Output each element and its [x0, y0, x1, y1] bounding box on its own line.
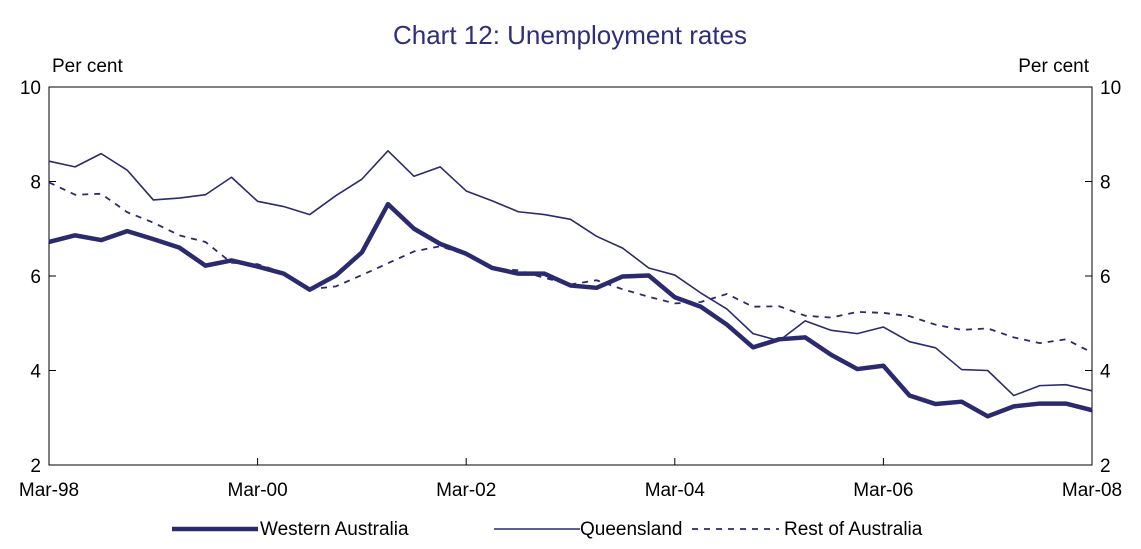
- x-axis: Mar-98 Mar-00 Mar-02 Mar-04 Mar-06 Mar-08: [19, 458, 1122, 501]
- series-line-western-australia: [48, 201, 1093, 419]
- series-lines: [48, 149, 1093, 419]
- y-axis-left: 2 4 6 8 10: [20, 78, 56, 477]
- y-axis-right: 2 4 6 8 10: [1085, 78, 1121, 477]
- x-tick-label: Mar-06: [853, 480, 913, 501]
- x-tick-label: Mar-02: [436, 480, 496, 501]
- plot-frame: [48, 86, 1093, 466]
- y-tick-label-right: 4: [1100, 362, 1111, 383]
- x-tick-label: Mar-04: [645, 480, 706, 501]
- legend: Western Australia Queensland Rest of Austr…: [172, 519, 923, 540]
- x-tick-label: Mar-08: [1062, 480, 1122, 501]
- y-tick-label-left: 8: [30, 173, 41, 194]
- y-tick-label-right: 2: [1100, 456, 1111, 477]
- y-tick-label-right: 6: [1100, 267, 1111, 288]
- y-tick-label-left: 4: [30, 362, 41, 383]
- y-tick-label-left: 2: [30, 456, 41, 477]
- y-tick-label-left: 10: [20, 78, 41, 99]
- y-tick-label-right: 8: [1100, 173, 1111, 194]
- legend-label-queensland: Queensland: [580, 519, 682, 540]
- right-unit-label: Per cent: [1018, 56, 1089, 77]
- chart-title: Chart 12: Unemployment rates: [393, 20, 747, 50]
- series-line-queensland: [48, 149, 1093, 397]
- x-tick-label: Mar-98: [19, 480, 79, 501]
- y-tick-label-right: 10: [1100, 78, 1121, 99]
- axes: [48, 86, 1093, 466]
- left-unit-label: Per cent: [52, 56, 123, 77]
- y-tick-label-left: 6: [30, 267, 41, 288]
- legend-label-western-australia: Western Australia: [260, 519, 409, 540]
- legend-label-rest-of-australia: Rest of Australia: [784, 519, 923, 540]
- x-tick-label: Mar-00: [228, 480, 288, 501]
